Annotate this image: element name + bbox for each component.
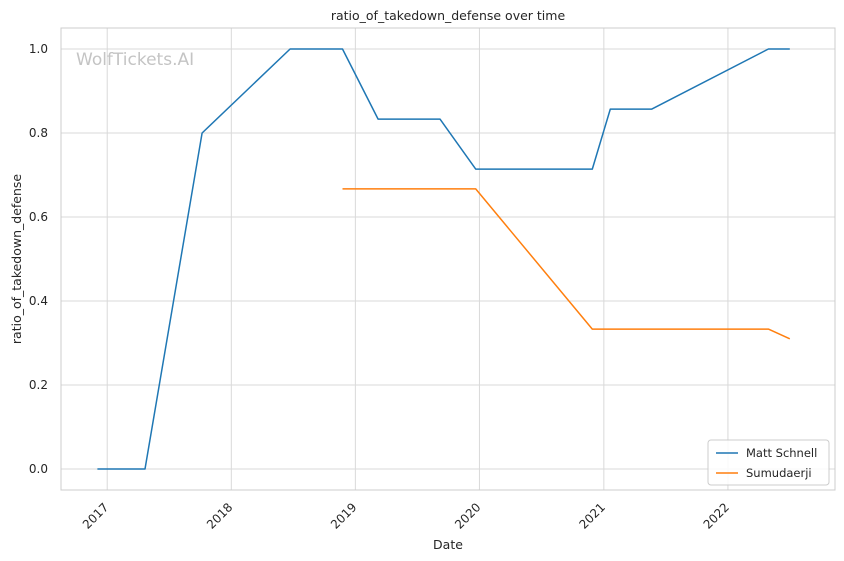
y-tick-label: 0.8 xyxy=(29,126,48,140)
y-axis-title: ratio_of_takedown_defense xyxy=(9,174,24,345)
legend: Matt Schnell Sumudaerji xyxy=(707,439,830,486)
y-axis-ticks: 0.0 0.2 0.4 0.6 0.8 1.0 xyxy=(29,42,48,476)
y-tick-label: 0.0 xyxy=(29,462,48,476)
chart-title: ratio_of_takedown_defense over time xyxy=(331,8,566,23)
legend-box xyxy=(707,439,830,486)
y-tick-label: 1.0 xyxy=(29,42,48,56)
series-lines xyxy=(97,48,791,470)
legend-label: Sumudaerji xyxy=(746,466,812,480)
legend-label: Matt Schnell xyxy=(746,446,817,460)
watermark-text: WolfTickets.AI xyxy=(76,50,194,70)
series-line xyxy=(97,48,790,470)
x-axis-title: Date xyxy=(433,537,463,552)
y-tick-label: 0.4 xyxy=(29,294,48,308)
y-tick-label: 0.2 xyxy=(29,378,48,392)
series-line xyxy=(342,188,791,340)
plot-area-frame xyxy=(60,27,836,491)
y-tick-label: 0.6 xyxy=(29,210,48,224)
